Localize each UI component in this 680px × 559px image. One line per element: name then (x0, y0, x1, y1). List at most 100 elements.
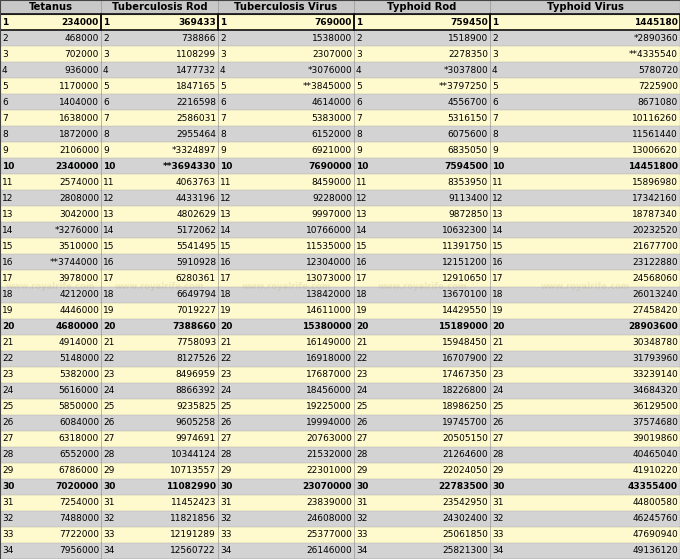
Bar (101, 0, 218, 14)
Text: 34: 34 (492, 547, 503, 556)
Bar (490, 190, 544, 206)
Bar (0, 319, 29, 335)
Text: 2: 2 (356, 34, 362, 42)
Bar (135, 158, 218, 174)
Text: 8: 8 (220, 130, 226, 139)
Text: 19745700: 19745700 (442, 418, 488, 427)
Bar (257, 463, 354, 479)
Bar (490, 350, 544, 367)
Text: www.royalrife.com: www.royalrife.com (540, 282, 630, 291)
Bar (135, 14, 218, 30)
Text: 31793960: 31793960 (632, 354, 678, 363)
Bar (101, 14, 218, 30)
Bar (490, 511, 544, 527)
Text: 11452423: 11452423 (171, 499, 216, 508)
Text: 7488000: 7488000 (59, 514, 99, 523)
Text: 21532000: 21532000 (306, 451, 352, 459)
Text: 17: 17 (2, 274, 14, 283)
Bar (257, 287, 354, 302)
Bar (544, 415, 680, 431)
Text: 24568060: 24568060 (632, 274, 678, 283)
Bar (354, 431, 393, 447)
Bar (354, 383, 393, 399)
Bar (354, 479, 393, 495)
Bar (0, 14, 29, 30)
Text: 15: 15 (356, 242, 367, 251)
Bar (544, 350, 680, 367)
Text: 11: 11 (103, 178, 114, 187)
Text: 11: 11 (492, 178, 503, 187)
Bar (490, 14, 680, 30)
Bar (135, 126, 218, 142)
Text: 4: 4 (103, 65, 109, 74)
Text: 1: 1 (103, 17, 109, 26)
Text: 3: 3 (2, 50, 7, 59)
Bar (135, 287, 218, 302)
Bar (490, 399, 544, 415)
Bar (135, 431, 218, 447)
Bar (490, 319, 544, 335)
Bar (544, 431, 680, 447)
Text: Tetanus: Tetanus (29, 2, 73, 12)
Text: 6835050: 6835050 (447, 146, 488, 155)
Bar (393, 158, 490, 174)
Text: 7758093: 7758093 (175, 338, 216, 347)
Text: 9113400: 9113400 (448, 194, 488, 203)
Text: 33: 33 (492, 530, 503, 539)
Text: 22: 22 (220, 354, 231, 363)
Bar (101, 94, 135, 110)
Bar (29, 511, 101, 527)
Bar (101, 174, 135, 190)
Bar (257, 222, 354, 238)
Text: 8866392: 8866392 (176, 386, 216, 395)
Text: 30348780: 30348780 (632, 338, 678, 347)
Text: 5910928: 5910928 (176, 258, 216, 267)
Bar (490, 238, 544, 254)
Bar (29, 415, 101, 431)
Text: 4433196: 4433196 (176, 194, 216, 203)
Text: 2: 2 (2, 34, 7, 42)
Text: 37574680: 37574680 (632, 418, 678, 427)
Bar (490, 62, 544, 78)
Bar (135, 174, 218, 190)
Bar (490, 463, 544, 479)
Bar (393, 174, 490, 190)
Text: 15: 15 (220, 242, 231, 251)
Text: 21: 21 (2, 338, 14, 347)
Bar (135, 511, 218, 527)
Text: 31: 31 (103, 499, 114, 508)
Bar (0, 30, 29, 46)
Text: **4335540: **4335540 (629, 50, 678, 59)
Text: 1: 1 (2, 17, 8, 26)
Bar (544, 367, 680, 383)
Text: 17467350: 17467350 (442, 370, 488, 379)
Text: 4212000: 4212000 (59, 290, 99, 299)
Text: 14: 14 (103, 226, 114, 235)
Bar (218, 543, 257, 559)
Bar (29, 222, 101, 238)
Text: 9605258: 9605258 (176, 418, 216, 427)
Text: 23: 23 (220, 370, 231, 379)
Bar (101, 142, 135, 158)
Bar (218, 511, 257, 527)
Text: 7956000: 7956000 (58, 547, 99, 556)
Bar (354, 350, 393, 367)
Text: 5: 5 (2, 82, 7, 91)
Text: 16: 16 (2, 258, 14, 267)
Text: 26: 26 (220, 418, 231, 427)
Text: 14429550: 14429550 (443, 306, 488, 315)
Bar (135, 399, 218, 415)
Text: 11821856: 11821856 (170, 514, 216, 523)
Text: 19225000: 19225000 (306, 402, 352, 411)
Bar (135, 319, 218, 335)
Text: 17: 17 (492, 274, 503, 283)
Bar (354, 206, 393, 222)
Text: 19: 19 (492, 306, 503, 315)
Bar (544, 447, 680, 463)
Text: 11: 11 (356, 178, 367, 187)
Text: Tuberculosis Virus: Tuberculosis Virus (235, 2, 337, 12)
Bar (135, 495, 218, 511)
Bar (0, 190, 29, 206)
Text: 29: 29 (103, 466, 114, 475)
Bar (490, 431, 544, 447)
